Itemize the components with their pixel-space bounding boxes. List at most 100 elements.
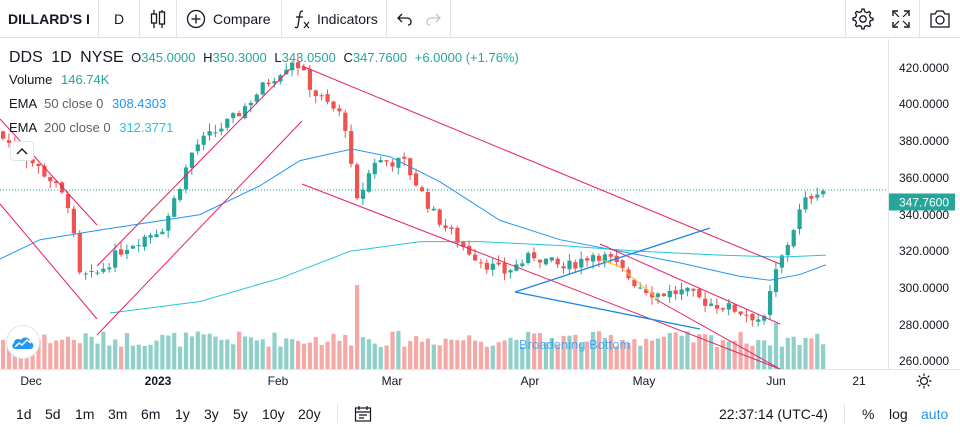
range-3m[interactable]: 3m <box>108 405 128 422</box>
auto-toggle[interactable]: auto <box>921 405 949 422</box>
legend-collapse-button[interactable] <box>10 141 34 161</box>
channel-line <box>0 203 98 320</box>
volume-bar <box>773 323 779 369</box>
volume-bar <box>644 338 649 369</box>
range-1d[interactable]: 1d <box>16 405 32 422</box>
candle-body <box>661 293 666 297</box>
legend-open: O345.0000 <box>131 50 196 65</box>
range-20y[interactable]: 20y <box>298 405 321 422</box>
volume-legend[interactable]: Volume 146.74K <box>9 72 109 87</box>
undo-button[interactable] <box>396 0 414 38</box>
candle-body <box>673 290 678 295</box>
redo-button[interactable] <box>424 0 442 38</box>
redo-icon <box>426 13 441 26</box>
clock[interactable]: 22:37:14 (UTC-4) <box>719 405 828 422</box>
fullscreen-button[interactable] <box>891 0 911 38</box>
candle-body <box>744 314 749 316</box>
range-5y[interactable]: 5y <box>233 405 248 422</box>
range-5d[interactable]: 5d <box>45 405 61 422</box>
ema200-value: 312.3771 <box>119 120 174 135</box>
candle-body <box>6 140 12 143</box>
volume-label: Volume <box>9 72 53 87</box>
candle-body <box>709 303 714 306</box>
compare-label: Compare <box>213 11 271 27</box>
volume-bar <box>502 340 507 369</box>
volume-bar <box>697 334 702 369</box>
volume-bar <box>431 344 436 369</box>
candle-body <box>325 94 330 102</box>
volume-bar <box>614 346 619 369</box>
candle-body <box>343 112 348 131</box>
volume-bar <box>189 336 194 369</box>
volume-bar <box>195 331 200 369</box>
candle-body <box>83 273 88 275</box>
candle-body <box>473 254 478 261</box>
snapshot-button[interactable] <box>929 0 951 38</box>
sun-icon <box>916 373 932 389</box>
volume-bar <box>549 337 554 369</box>
volume-value: 146.74K <box>61 72 110 87</box>
volume-bar <box>319 344 324 369</box>
candle-body <box>36 164 41 167</box>
price-chart[interactable] <box>0 39 888 369</box>
volume-bar <box>514 339 519 369</box>
volume-bar <box>756 340 761 369</box>
toolbar-divider <box>176 0 177 38</box>
volume-bar <box>183 332 189 369</box>
symbol-search[interactable]: DILLARD'S I <box>8 11 90 27</box>
compare-button[interactable]: Compare <box>186 0 271 38</box>
channel-line <box>0 118 98 226</box>
candle-body <box>307 69 312 90</box>
legend-ticker[interactable]: DDS <box>9 49 43 66</box>
volume-bar <box>496 342 501 369</box>
volume-bar <box>750 345 755 369</box>
volume-bar <box>561 335 566 369</box>
legend-change: +6.0000 (+1.76%) <box>414 50 519 65</box>
range-3y[interactable]: 3y <box>204 405 219 422</box>
tradingview-logo[interactable] <box>6 325 40 359</box>
candle-body <box>467 245 472 255</box>
ema200-legend[interactable]: EMA 200 close 0 312.3771 <box>9 120 173 135</box>
volume-bar <box>555 345 560 369</box>
time-tick: Apr <box>520 374 540 388</box>
chart-style-button[interactable] <box>150 0 166 38</box>
candle-body <box>679 289 684 295</box>
log-toggle[interactable]: log <box>889 405 908 422</box>
candle-body <box>644 289 649 294</box>
candle-body <box>296 62 301 69</box>
volume-bar <box>1 339 6 369</box>
interval-button[interactable]: D <box>114 11 125 27</box>
range-10y[interactable]: 10y <box>262 405 285 422</box>
ema50-legend[interactable]: EMA 50 close 0 308.4303 <box>9 96 166 111</box>
volume-bar <box>768 345 773 369</box>
settings-button[interactable] <box>852 0 874 38</box>
volume-bar <box>732 340 737 369</box>
candle-body <box>213 132 218 134</box>
candle-body <box>591 255 596 262</box>
volume-bar <box>821 344 826 369</box>
undo-icon <box>397 13 412 26</box>
candle-body <box>42 165 47 177</box>
volume-bar <box>307 342 312 369</box>
volume-bar <box>378 346 383 369</box>
price-axis[interactable]: 420.0000 400.0000 380.0000 360.0000 340.… <box>888 39 960 369</box>
axis-settings-button[interactable] <box>916 373 932 394</box>
volume-bar <box>437 345 442 369</box>
indicators-button[interactable]: Indicators <box>292 0 378 38</box>
volume-bar <box>473 340 478 369</box>
legend-high: H350.3000 <box>203 50 267 65</box>
toolbar-divider <box>919 0 920 38</box>
volume-bar <box>284 338 289 369</box>
range-6m[interactable]: 6m <box>141 405 161 422</box>
percent-toggle[interactable]: % <box>862 405 875 422</box>
range-1m[interactable]: 1m <box>75 405 95 422</box>
volume-bar <box>54 340 59 369</box>
volume-bar <box>461 340 466 369</box>
toolbar-divider <box>845 0 846 38</box>
chart-pane[interactable]: Broadening Bottom <box>0 39 888 369</box>
time-axis[interactable]: Dec 2023 Feb Mar Apr May Jun 21 <box>0 369 960 393</box>
candle-body <box>685 287 690 292</box>
date-range-button[interactable] <box>354 394 372 433</box>
range-1y[interactable]: 1y <box>175 405 190 422</box>
ema50-label: EMA <box>9 96 37 111</box>
